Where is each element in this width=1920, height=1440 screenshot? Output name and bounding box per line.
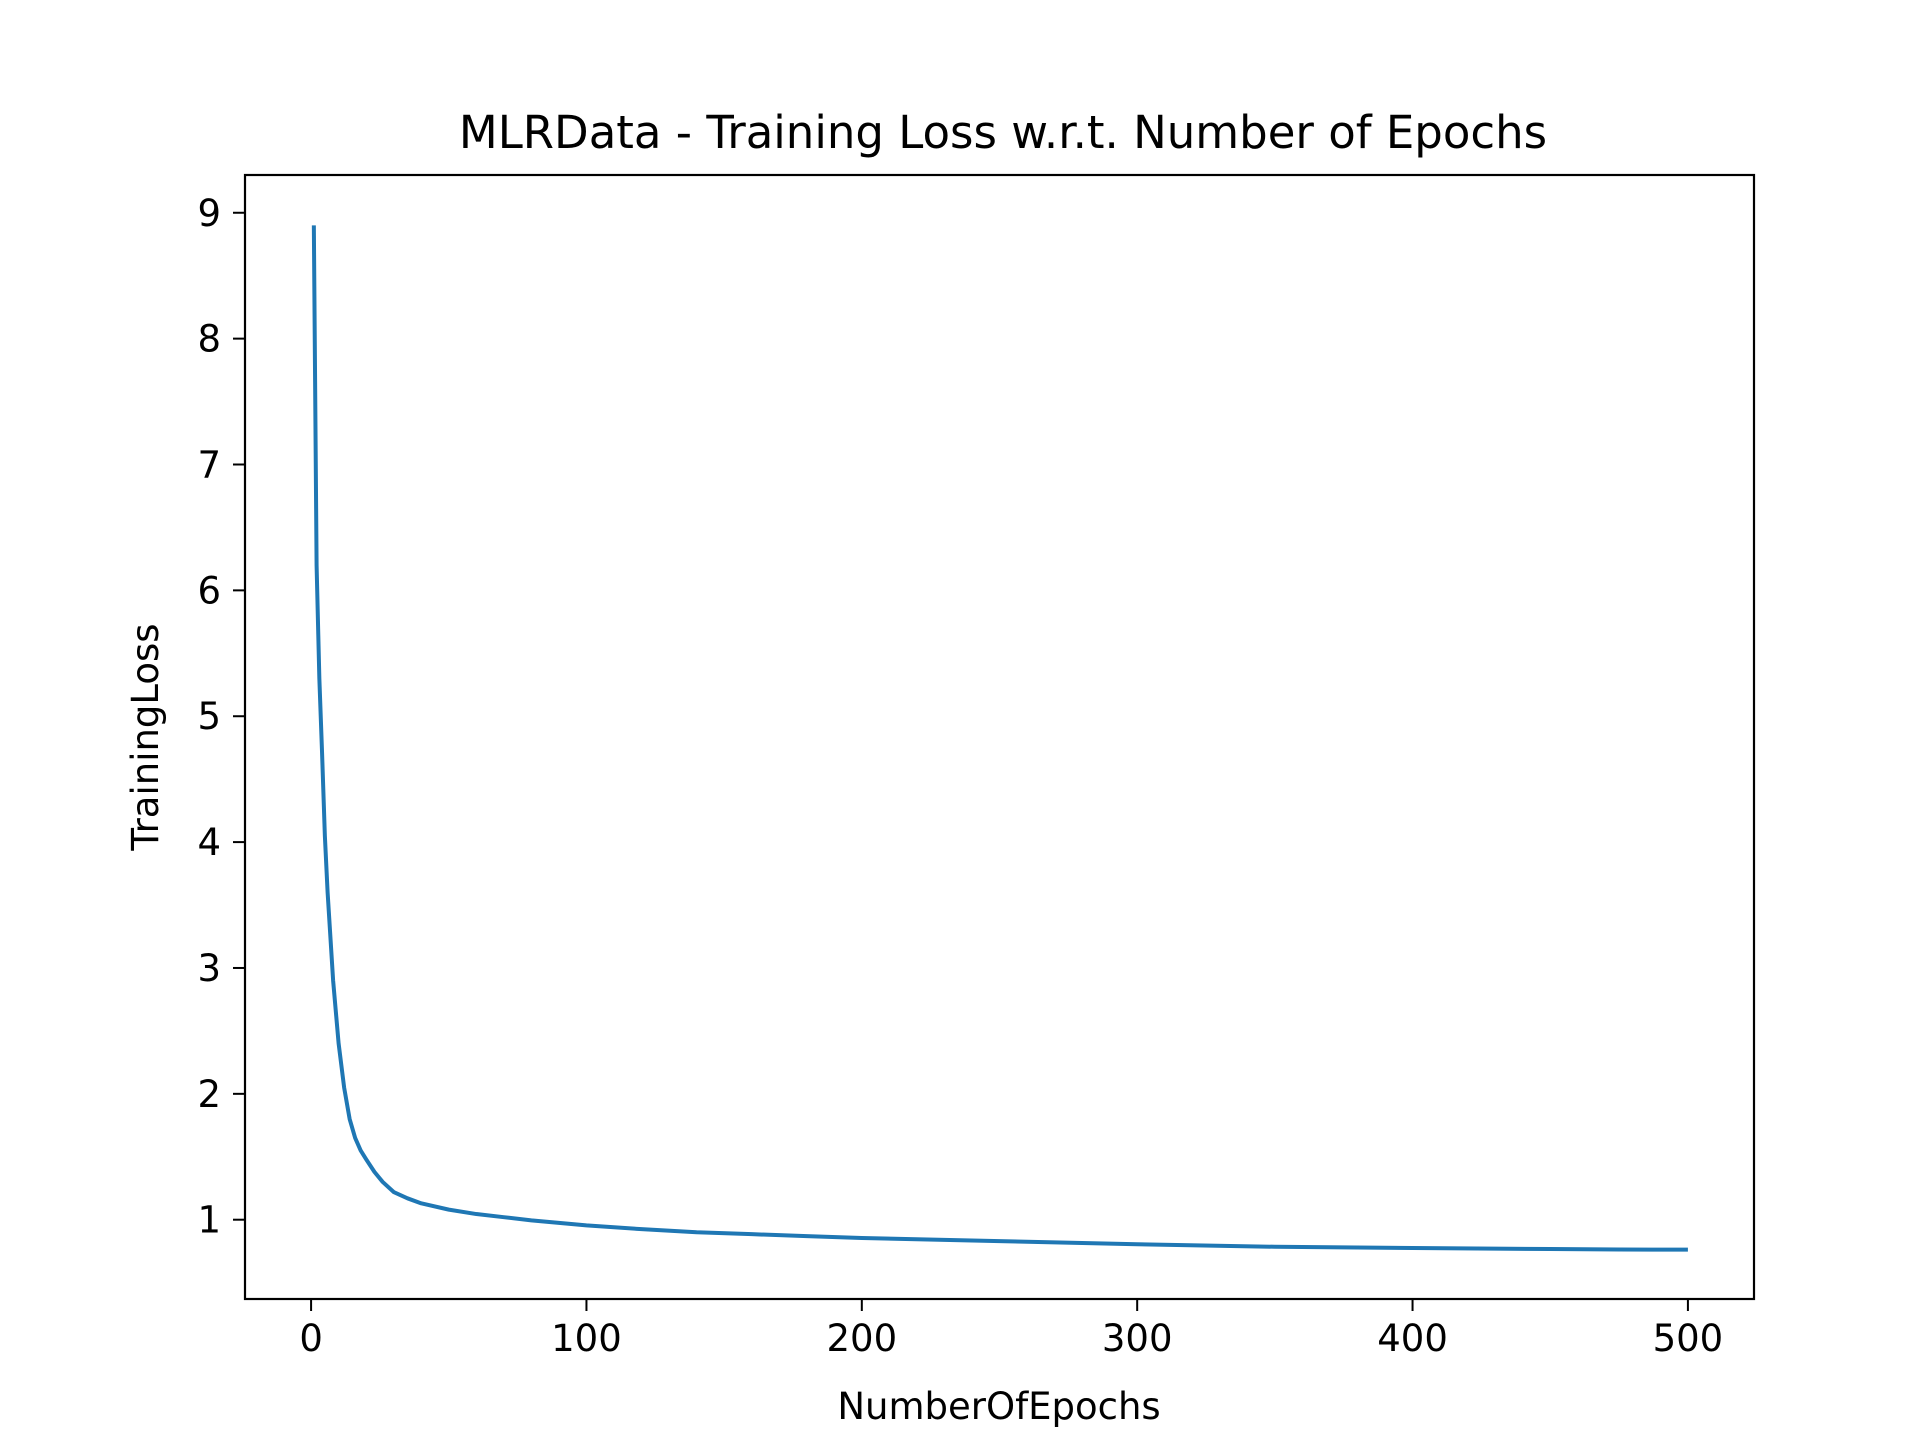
x-tick-label: 400	[1377, 1317, 1448, 1360]
x-tick-label: 200	[827, 1317, 898, 1360]
series-line-0	[311, 225, 1688, 1252]
y-tick-label: 5	[197, 695, 221, 738]
y-tick-label: 2	[197, 1073, 221, 1116]
y-tick-label: 4	[197, 821, 221, 864]
y-axis: 1 2 3 4 5 6 7 8 9	[197, 192, 245, 1242]
x-tick-label: 300	[1102, 1317, 1173, 1360]
x-tick-label: 100	[551, 1317, 622, 1360]
x-tick-label: 0	[299, 1317, 323, 1360]
y-axis-label: TrainingLoss	[124, 623, 167, 851]
x-tick-label: 500	[1653, 1317, 1724, 1360]
y-tick-label: 6	[197, 569, 221, 612]
y-tick-label: 3	[197, 947, 221, 990]
y-tick-label: 9	[197, 192, 221, 235]
plot-frame	[243, 173, 1756, 1301]
y-tick-label: 1	[197, 1199, 221, 1242]
plot-area	[311, 225, 1688, 1252]
x-axis-label: NumberOfEpochs	[837, 1385, 1160, 1428]
x-axis: 0 100 200 300 400 500	[299, 1299, 1723, 1360]
y-tick-label: 7	[197, 443, 221, 486]
chart-title: MLRData - Training Loss w.r.t. Number of…	[459, 106, 1547, 159]
y-tick-label: 8	[197, 318, 221, 361]
